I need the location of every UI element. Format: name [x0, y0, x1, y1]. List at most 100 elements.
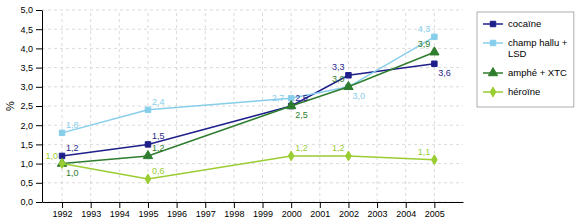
y-tick-label: 2,5 [20, 101, 33, 111]
y-tick-label: 4,5 [20, 25, 33, 35]
grid-line-x [233, 10, 234, 202]
series-marker [432, 34, 437, 39]
data-label: 3,0 [332, 74, 345, 84]
grid-line-x [377, 10, 378, 202]
x-tick-mark [62, 202, 63, 208]
grid-line-y [42, 182, 463, 183]
series-marker [346, 151, 352, 161]
grid-line-x [176, 10, 177, 202]
data-label: 1,2 [152, 143, 165, 153]
legend-frame [477, 12, 574, 107]
x-axis: 1992199319941995199619971998199920002001… [43, 202, 464, 219]
x-tick-label: 1999 [253, 209, 273, 219]
data-label: 2,7 [272, 93, 285, 103]
grid-line-x [348, 10, 349, 202]
grid-line-y [42, 86, 463, 87]
grid-line-y [42, 144, 463, 145]
data-label: 4,3 [418, 24, 431, 34]
data-label: 3,9 [418, 39, 431, 49]
y-tick-mark [36, 10, 42, 11]
x-tick: 1996 [167, 202, 187, 219]
series-marker [145, 174, 151, 184]
chart: 1992199319941995199619971998199920002001… [0, 0, 588, 224]
data-label: 1,1 [418, 147, 431, 157]
x-tick-label: 2004 [396, 209, 416, 219]
y-tick: 4,5 [20, 25, 42, 35]
series-marker [59, 130, 64, 135]
data-label: 1,5 [152, 131, 165, 141]
legend-swatch-marker [490, 40, 495, 45]
legend-swatch-marker [490, 21, 495, 26]
data-label: 0,6 [152, 166, 165, 176]
data-label: 1,0 [46, 151, 59, 161]
y-tick-mark [36, 125, 42, 126]
y-tick: 0,5 [20, 178, 42, 188]
y-tick-label: 1,5 [20, 140, 33, 150]
x-tick-label: 1997 [196, 209, 216, 219]
series-marker [346, 73, 351, 78]
y-tick-mark [36, 183, 42, 184]
series-marker [145, 107, 150, 112]
x-tick-label: 2003 [368, 209, 388, 219]
data-label: 1,0 [66, 168, 79, 178]
data-label: 1,2 [66, 143, 79, 153]
data-label: 1,2 [295, 143, 308, 153]
series-line [62, 52, 434, 163]
legend-label: cocaïne [508, 18, 541, 29]
y-tick-label: 2,0 [20, 121, 33, 131]
x-tick: 2004 [396, 202, 416, 219]
x-tick: 2002 [339, 202, 359, 219]
y-tick: 4,0 [20, 44, 42, 54]
grid-line-x [262, 10, 263, 202]
grid-line-y [42, 10, 463, 11]
series-marker [432, 61, 437, 66]
y-axis-line [42, 11, 43, 203]
y-tick-label: 3,5 [20, 63, 33, 73]
series-marker [430, 47, 439, 55]
y-tick-mark [36, 87, 42, 88]
series-marker [59, 159, 65, 169]
grid-line-y [42, 106, 463, 107]
data-label: 2,4 [152, 97, 165, 107]
y-tick: 1,5 [20, 140, 42, 150]
legend-entry: héroïne [483, 86, 540, 97]
series-marker [288, 151, 294, 161]
legend-swatch-marker [490, 87, 496, 97]
y-tick-label: 1,0 [20, 159, 33, 169]
x-tick-mark [91, 202, 92, 208]
x-tick-mark [205, 202, 206, 208]
y-tick-mark [36, 164, 42, 165]
series-line [62, 156, 434, 179]
y-tick: 3,0 [20, 82, 42, 92]
series-marker [145, 142, 150, 147]
data-label: 3,0 [352, 91, 365, 101]
x-tick-label: 1994 [110, 209, 130, 219]
y-tick-label: 4,0 [20, 44, 33, 54]
series-line [62, 64, 434, 156]
x-tick-mark [234, 202, 235, 208]
x-tick-mark [434, 202, 435, 208]
legend-entry: champ hallu +LSD [483, 37, 568, 59]
x-tick-mark [148, 202, 149, 208]
x-tick: 1998 [224, 202, 244, 219]
x-tick-label: 1995 [138, 209, 158, 219]
grid-line-x [319, 10, 320, 202]
x-tick: 1994 [110, 202, 130, 219]
y-tick-label: 5,0 [20, 5, 33, 15]
y-tick-label: 3,0 [20, 82, 33, 92]
y-tick-mark [36, 106, 42, 107]
grid-line-y [42, 48, 463, 49]
grid [42, 10, 463, 202]
x-tick: 2001 [310, 202, 330, 219]
x-tick-mark [320, 202, 321, 208]
y-tick-mark [36, 48, 42, 49]
series [59, 151, 437, 184]
y-tick: 1,0 [20, 159, 42, 169]
series [59, 61, 437, 159]
x-tick-mark [406, 202, 407, 208]
y-tick: 3,5 [20, 63, 42, 73]
plot-area [57, 34, 439, 184]
x-tick-mark [119, 202, 120, 208]
x-tick: 1997 [196, 202, 216, 219]
data-label: 2,5 [295, 110, 308, 120]
